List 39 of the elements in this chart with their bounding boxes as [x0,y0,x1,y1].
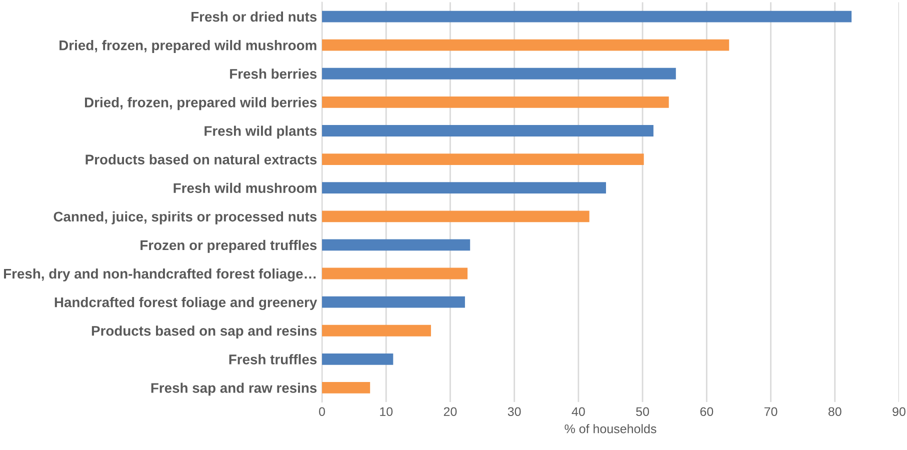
x-tick-label: 0 [319,407,325,416]
bar [322,324,431,336]
x-tick-label: 90 [892,407,906,416]
x-tick-label: 40 [572,407,585,416]
bar [322,182,606,194]
y-tick-label: Fresh sap and raw resins [151,382,317,396]
bar [322,96,669,108]
y-tick-label: Fresh truffles [229,354,317,364]
y-tick-label: Frozen or prepared truffles [140,240,317,253]
bar [322,296,465,308]
x-tick-label: 50 [636,407,650,416]
y-tick-label: Canned, juice, spirits or processed nuts [54,211,317,224]
y-tick-label: Fresh berries [230,68,317,79]
bar [322,268,468,280]
x-tick-label: 80 [828,407,842,416]
x-tick-label: 20 [444,407,457,416]
bar [322,239,470,251]
y-tick-label: Fresh wild mushroom [174,182,316,194]
y-tick-label: Fresh or dried nuts [192,11,317,22]
y-tick-label: Handcrafted forest foliage and greenery [54,297,318,310]
bar [322,353,394,365]
x-tick-label: 30 [508,407,521,416]
bar [322,125,654,136]
bar [322,382,370,394]
y-tick-label: Dried, frozen, prepared wild berries [84,97,317,110]
y-tick-label: Fresh wild plants [204,126,317,139]
bar [322,68,676,80]
x-tick-label: 70 [764,407,778,416]
bar [322,210,590,222]
bar [322,10,852,22]
bar [322,154,644,166]
bar [322,39,730,51]
x-tick-label: 60 [700,407,714,416]
y-tick-label: Dried, frozen, prepared wild mushroom [60,40,316,53]
y-tick-label: Fresh, dry and non-handcrafted forest foliage… [4,268,316,282]
x-tick-label: 10 [380,407,393,416]
y-tick-label: Products based on natural extracts [86,154,317,164]
x-axis-title: % of households [564,424,656,434]
y-tick-label: Products based on sap and resins [92,326,317,339]
